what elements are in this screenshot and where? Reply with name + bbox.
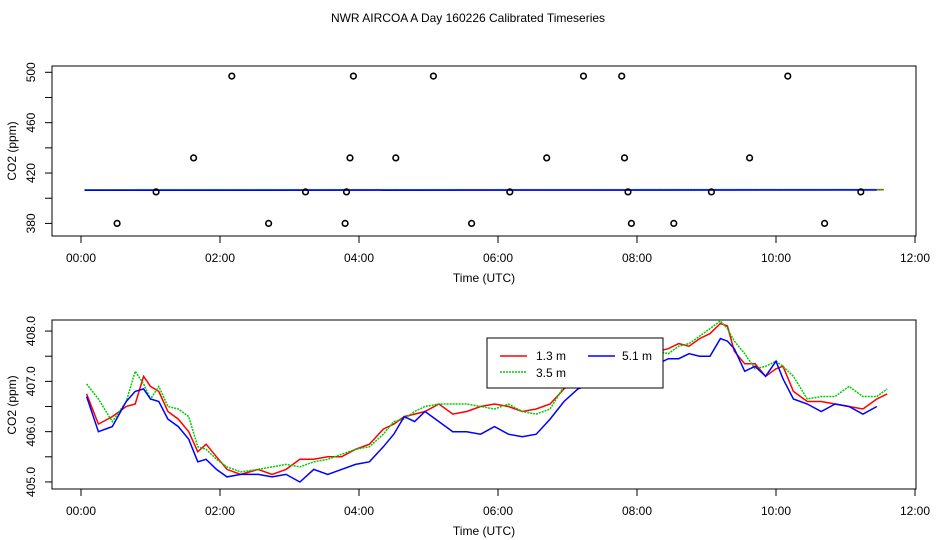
- top-x-tick-label: 00:00: [66, 251, 96, 265]
- top-ticks: 00:00 02:00 04:00 06:00 08:00 10:00 12:00 380 42…: [24, 62, 930, 265]
- bottom-x-tick-label: 00:00: [66, 504, 96, 518]
- top-series-lines: [84, 188, 884, 192]
- top-scatter-point: [707, 188, 716, 196]
- top-y-tick-label: 460: [24, 112, 38, 132]
- top-x-tick-label: 06:00: [483, 251, 513, 265]
- bottom-series-1-3-m: [85, 322, 888, 476]
- bottom-panel-frame: [51, 319, 917, 490]
- top-x-tick-label: 08:00: [622, 251, 652, 265]
- bottom-series-lines: [85, 319, 888, 483]
- top-scatter-point: [341, 219, 349, 227]
- legend-label-2: 3.5 m: [536, 366, 566, 380]
- top-scatter-point: [820, 219, 829, 227]
- top-x-tick-label: 02:00: [205, 251, 235, 265]
- top-scatter-point: [190, 154, 198, 162]
- top-scatter-point: [857, 188, 865, 196]
- bottom-y-tick-label: 408.0: [24, 316, 38, 346]
- bottom-x-tick-label: 12:00: [900, 504, 930, 518]
- top-scatter-point: [670, 219, 678, 227]
- top-y-tick-label: 500: [24, 62, 38, 82]
- top-panel: 00:00 02:00 04:00 06:00 08:00 10:00 12:00 380 42…: [5, 62, 930, 285]
- top-y-tick-label: 380: [24, 213, 38, 233]
- bottom-x-tick-label: 02:00: [205, 504, 235, 518]
- bottom-series-5-1-m: [85, 337, 878, 483]
- bottom-x-tick-label: 04:00: [344, 504, 374, 518]
- top-scatter-point: [265, 219, 273, 227]
- top-scatter-point: [349, 72, 358, 80]
- top-scatter-point: [624, 188, 632, 196]
- top-scatter-points: [113, 72, 865, 227]
- top-scatter-point: [784, 72, 792, 80]
- bottom-y-tick-label: 405.0: [24, 467, 38, 497]
- bottom-series-3-5-m: [86, 319, 888, 473]
- bottom-y-axis-label: CO2 (ppm): [5, 375, 19, 434]
- top-scatter-point: [543, 154, 551, 162]
- top-y-axis-label: CO2 (ppm): [5, 121, 19, 180]
- top-scatter-point: [429, 72, 438, 80]
- top-panel-frame: [51, 65, 917, 237]
- top-scatter-point: [579, 72, 588, 80]
- top-scatter-point: [342, 188, 351, 196]
- top-scatter-point: [113, 219, 121, 227]
- top-scatter-point: [618, 72, 626, 80]
- top-scatter-point: [627, 219, 636, 227]
- top-y-tick-label: 420: [24, 163, 38, 183]
- bottom-x-axis-label: Time (UTC): [453, 524, 515, 538]
- bottom-ticks: 00:00 02:00 04:00 06:00 08:00 10:00 12:00 405.0…: [24, 316, 930, 518]
- chart-title: NWR AIRCOA A Day 160226 Calibrated Times…: [331, 11, 605, 25]
- legend: 1.3 m 5.1 m 3.5 m: [486, 337, 664, 389]
- legend-label-1: 1.3 m: [536, 349, 566, 363]
- top-scatter-point: [620, 154, 629, 162]
- top-x-axis-label: Time (UTC): [453, 271, 515, 285]
- bottom-x-tick-label: 10:00: [761, 504, 791, 518]
- bottom-panel: 00:00 02:00 04:00 06:00 08:00 10:00 12:00 405.0…: [5, 316, 930, 538]
- legend-label-3: 5.1 m: [622, 349, 652, 363]
- top-scatter-point: [468, 219, 476, 227]
- top-scatter-point: [392, 154, 400, 162]
- top-scatter-point: [301, 188, 310, 196]
- top-scatter-point: [745, 154, 754, 162]
- legend-box: [486, 337, 664, 389]
- top-scatter-point: [346, 154, 354, 162]
- top-scatter-point: [152, 188, 160, 196]
- top-x-tick-label: 10:00: [761, 251, 791, 265]
- top-x-tick-label: 12:00: [900, 251, 930, 265]
- bottom-y-tick-label: 406.0: [24, 416, 38, 446]
- bottom-x-tick-label: 06:00: [483, 504, 513, 518]
- top-scatter-point: [506, 188, 514, 196]
- top-x-tick-label: 04:00: [344, 251, 374, 265]
- bottom-y-tick-label: 407.0: [24, 366, 38, 396]
- bottom-x-tick-label: 08:00: [622, 504, 652, 518]
- top-scatter-point: [228, 72, 236, 80]
